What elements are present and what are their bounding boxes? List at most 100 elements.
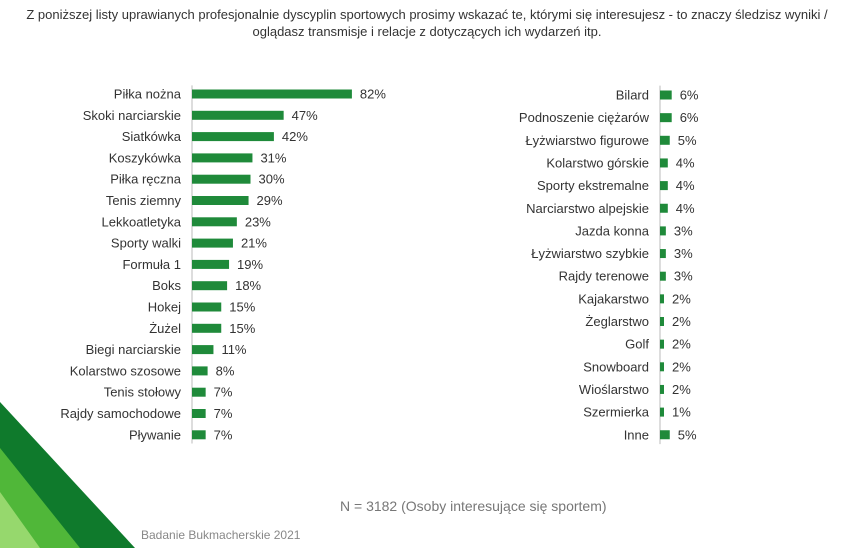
data-label: 1% (672, 405, 691, 420)
bar (660, 362, 664, 372)
data-label: 2% (672, 291, 691, 306)
data-label: 29% (257, 193, 283, 208)
bar (660, 203, 668, 213)
category-label: Podnoszenie ciężarów (519, 110, 650, 125)
category-label: Wioślarstwo (579, 382, 649, 397)
bar (660, 384, 664, 394)
bar (192, 238, 233, 248)
corner-decoration (0, 402, 135, 548)
category-label: Piłka ręczna (110, 172, 182, 187)
bar (192, 409, 206, 418)
bar (192, 281, 228, 291)
category-label: Kolarstwo szosowe (70, 363, 181, 378)
category-label: Siatkówka (122, 129, 182, 144)
data-label: 8% (216, 363, 235, 378)
bar (660, 135, 670, 145)
category-label: Koszykówka (109, 150, 182, 165)
data-label: 15% (229, 300, 255, 315)
bar (192, 259, 230, 269)
data-label: 42% (282, 129, 308, 144)
data-label: 82% (360, 87, 386, 102)
category-label: Kajakarstwo (578, 291, 649, 306)
category-label: Sporty ekstremalne (537, 178, 649, 193)
bar (192, 132, 274, 142)
category-label: Rajdy terenowe (559, 269, 649, 284)
data-label: 7% (214, 406, 233, 421)
category-label: Łyżwiarstwo szybkie (531, 246, 649, 261)
bar (192, 110, 284, 120)
sample-size-note: N = 3182 (Osoby interesujące się sportem… (340, 498, 607, 514)
footer-source: Badanie Bukmacherskie 2021 (141, 528, 301, 542)
data-label: 21% (241, 236, 267, 251)
category-label: Formuła 1 (122, 257, 181, 272)
category-label: Snowboard (583, 359, 649, 374)
bar (192, 345, 214, 355)
data-label: 7% (214, 427, 233, 442)
data-label: 3% (674, 269, 693, 284)
data-label: 4% (676, 178, 695, 193)
bar (660, 317, 664, 326)
chart-title: Z poniższej listy uprawianych profesjona… (0, 6, 854, 40)
bar (660, 271, 666, 281)
category-label: Lekkoatletyka (102, 214, 182, 229)
category-label: Żeglarstwo (585, 314, 649, 329)
bar (660, 181, 668, 191)
category-label: Szermierka (583, 405, 650, 420)
data-label: 6% (680, 88, 699, 103)
category-label: Sporty walki (111, 236, 181, 251)
category-label: Łyżwiarstwo figurowe (525, 133, 649, 148)
category-label: Kolarstwo górskie (546, 155, 649, 170)
data-label: 30% (259, 172, 285, 187)
category-label: Biegi narciarskie (86, 342, 181, 357)
category-label: Golf (625, 337, 649, 352)
data-label: 3% (674, 246, 693, 261)
data-label: 31% (260, 150, 286, 165)
category-label: Tenis ziemny (106, 193, 182, 208)
data-label: 18% (235, 278, 261, 293)
bar (660, 158, 668, 168)
category-label: Pływanie (129, 427, 181, 442)
data-label: 5% (678, 427, 697, 442)
bar (660, 249, 666, 259)
bar (660, 113, 672, 123)
data-label: 6% (680, 110, 699, 125)
title-line-1: Z poniższej listy uprawianych profesjona… (26, 7, 828, 22)
category-label: Narciarstwo alpejskie (526, 201, 649, 216)
category-label: Hokej (148, 300, 181, 315)
data-label: 3% (674, 223, 693, 238)
bar (192, 217, 237, 227)
bar (660, 294, 664, 304)
data-label: 23% (245, 214, 271, 229)
bar (192, 430, 206, 440)
category-label: Tenis stołowy (104, 385, 182, 400)
bar (192, 302, 222, 312)
data-label: 7% (214, 385, 233, 400)
bar (660, 339, 664, 349)
category-label: Rajdy samochodowe (60, 406, 181, 421)
category-label: Piłka nożna (114, 87, 182, 102)
data-label: 2% (672, 314, 691, 329)
bar (192, 89, 352, 99)
data-label: 2% (672, 382, 691, 397)
left-bar-chart: Piłka nożna 82% Skoki narciarskie 47% Siatkó… (60, 85, 386, 444)
data-label: 4% (676, 155, 695, 170)
data-label: 15% (229, 321, 255, 336)
right-bar-chart: Bilard 6% Podnoszenie ciężarów 6% Łyżwiarstw… (519, 85, 699, 445)
bar (192, 196, 249, 205)
data-label: 11% (221, 342, 246, 357)
category-label: Boks (152, 278, 181, 293)
category-label: Inne (624, 427, 649, 442)
category-label: Skoki narciarskie (83, 108, 181, 123)
title-line-2: oglądasz transmisje i relacje z dotycząc… (252, 24, 602, 39)
bar (192, 387, 206, 397)
bar (660, 407, 664, 417)
bar (192, 323, 222, 333)
data-label: 2% (672, 359, 691, 374)
bar (660, 430, 670, 440)
category-label: Bilard (616, 88, 649, 103)
bar (660, 226, 666, 236)
data-label: 47% (292, 108, 318, 123)
bar (192, 153, 253, 163)
bar (660, 90, 672, 100)
